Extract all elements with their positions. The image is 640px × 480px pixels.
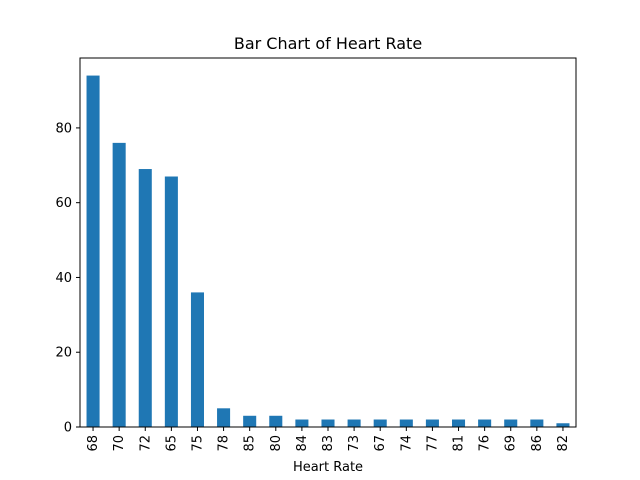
bar-81 [452,419,466,427]
bar-83 [321,419,335,427]
x-tick-label: 82 [556,435,571,452]
x-tick-label: 67 [373,435,388,452]
x-tick-label: 77 [425,435,440,452]
x-tick-label: 86 [530,435,545,452]
bar-75 [190,292,204,427]
bar-86 [530,419,544,427]
chart-title: Bar Chart of Heart Rate [234,34,422,53]
x-tick-label: 73 [347,435,362,452]
x-tick-label: 80 [269,435,284,452]
x-tick-label: 83 [321,435,336,452]
bar-82 [556,423,570,427]
x-tick-label: 65 [164,435,179,452]
x-tick-label: 81 [452,435,467,452]
x-axis-label: Heart Rate [293,460,363,475]
plot-frame [79,57,577,428]
y-tick-label: 60 [55,196,72,211]
bars-group [86,75,570,428]
x-tick-label: 68 [86,435,101,452]
x-tick-label: 72 [138,435,153,452]
bar-72 [138,169,152,428]
y-axis-ticks: 0 20 40 60 80 [55,121,80,436]
bar-84 [295,419,309,427]
bar-73 [347,419,361,427]
bar-69 [504,419,518,427]
bar-76 [478,419,492,427]
y-tick-label: 20 [55,346,72,361]
x-tick-label: 69 [504,435,519,452]
bar-70 [112,142,126,427]
x-tick-label: 76 [478,435,493,452]
bar-74 [399,419,413,427]
bar-85 [243,415,257,427]
x-axis-ticks: 68 70 72 65 75 78 85 80 84 83 73 67 74 77 81 76 69 86 82 [86,427,571,452]
x-tick-label: 74 [399,435,414,452]
bar-65 [164,176,178,427]
bar-67 [373,419,387,427]
x-tick-label: 75 [190,435,205,452]
y-tick-label: 40 [55,271,72,286]
y-tick-label: 0 [64,421,72,436]
bar-68 [86,75,100,427]
x-tick-label: 70 [112,435,127,452]
x-tick-label: 84 [295,435,310,452]
bar-77 [425,419,439,427]
x-tick-label: 85 [243,435,258,452]
x-tick-label: 78 [217,435,232,452]
bar-80 [269,415,283,427]
bar-78 [217,408,231,427]
y-tick-label: 80 [55,121,72,136]
